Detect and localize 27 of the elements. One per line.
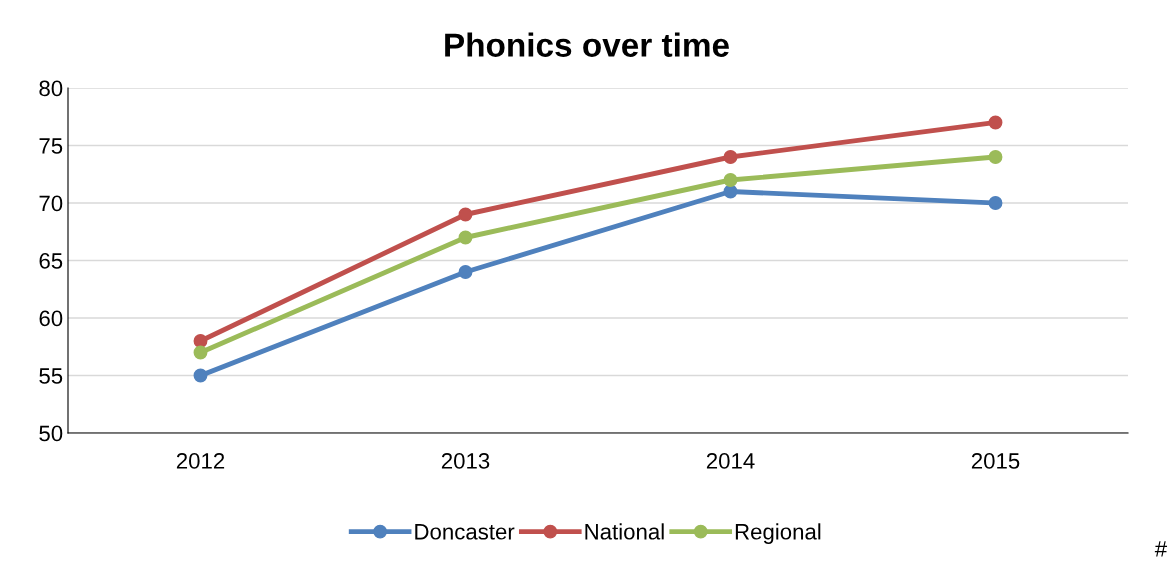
x-tick-label: 2012 bbox=[176, 453, 225, 469]
y-tick-label: 55 bbox=[39, 368, 63, 384]
y-tick-label: 50 bbox=[39, 425, 63, 442]
text: # bbox=[1154, 541, 1168, 557]
point bbox=[193, 334, 208, 348]
y-tick-label: 75 bbox=[39, 138, 63, 154]
y-tick-label: 60 bbox=[39, 310, 63, 327]
x-tick-label: 2013 bbox=[441, 453, 490, 469]
point bbox=[723, 173, 738, 187]
point bbox=[458, 207, 473, 222]
x-tick-label: 2015 bbox=[971, 453, 1020, 469]
point bbox=[988, 196, 1003, 210]
x-tick-label: 2014 bbox=[706, 453, 755, 469]
legend-label: Regional bbox=[735, 523, 821, 544]
point bbox=[723, 150, 738, 164]
y-tick-label: 70 bbox=[39, 195, 63, 212]
point bbox=[193, 345, 208, 360]
point bbox=[193, 368, 208, 383]
legend-label: Doncaster bbox=[415, 524, 515, 540]
point bbox=[988, 115, 1003, 130]
point bbox=[458, 265, 473, 279]
y-tick-label: 80 bbox=[39, 80, 63, 97]
legend-label: National bbox=[585, 523, 664, 540]
point bbox=[458, 230, 473, 245]
chart-title: Phonics over time bbox=[445, 32, 729, 57]
y-tick-label: 65 bbox=[39, 253, 63, 269]
point bbox=[988, 150, 1003, 164]
